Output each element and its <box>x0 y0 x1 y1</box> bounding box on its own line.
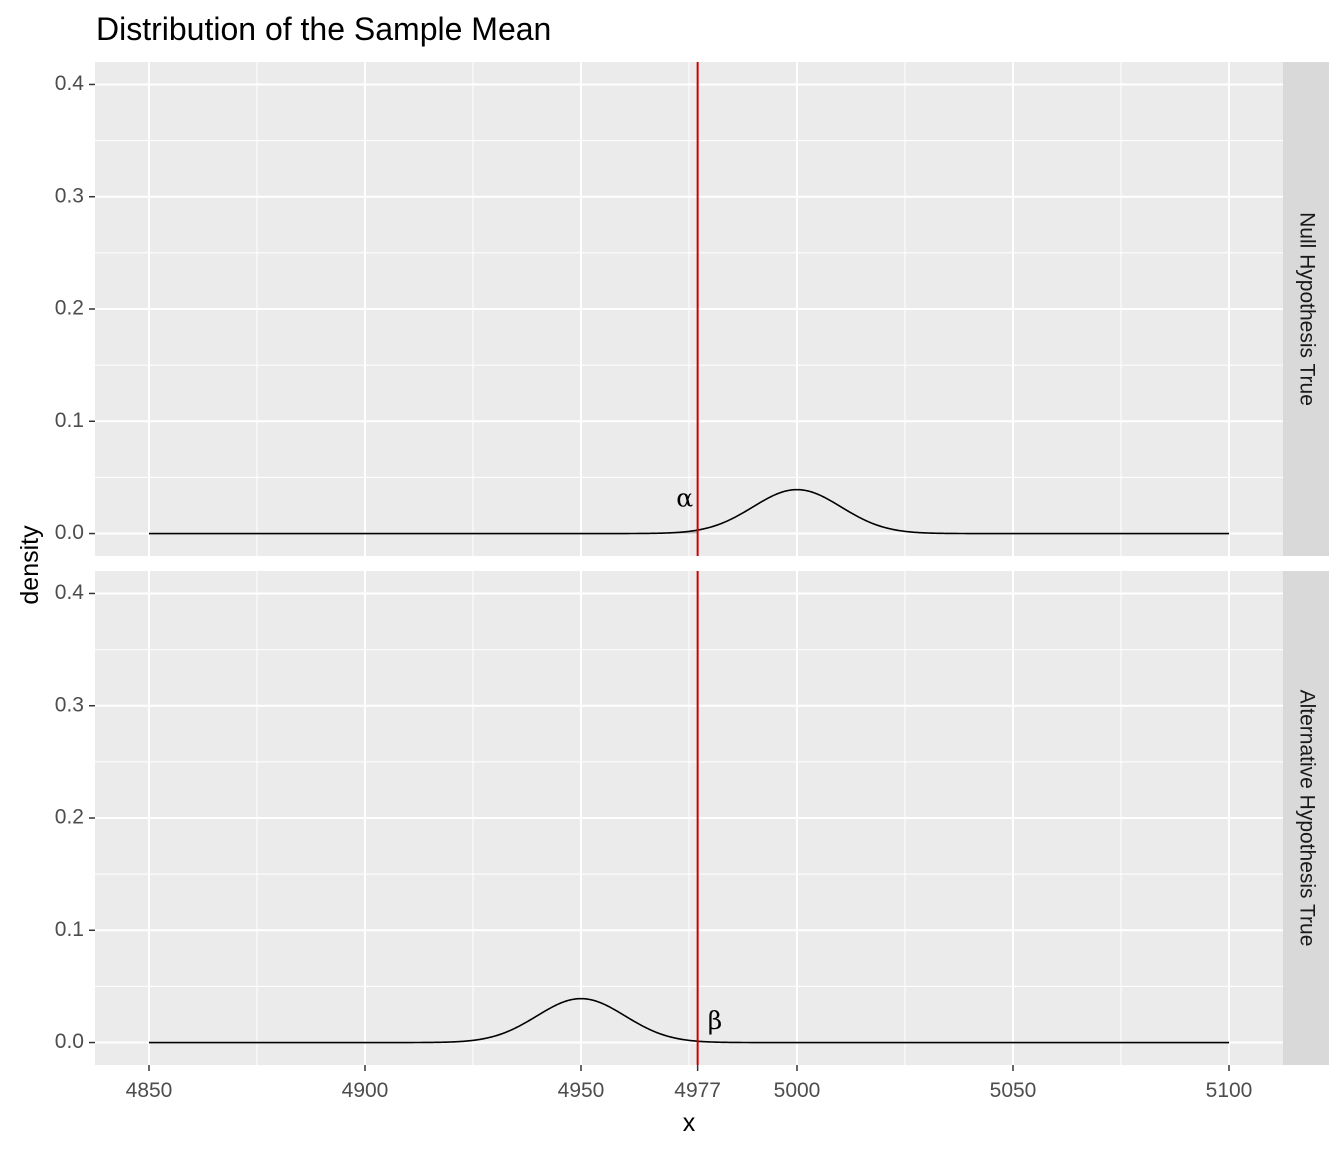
y-tick-label: 0.1 <box>55 409 84 432</box>
x-tick-label: 5050 <box>990 1079 1037 1102</box>
x-axis: 4850 4900 4950 4977 5000 5050 5100 <box>126 1065 1253 1102</box>
y-tick-label: 0.2 <box>55 297 84 320</box>
x-tick-label: 4977 <box>674 1079 721 1102</box>
facet-strip-label: Alternative Hypothesis True <box>1295 690 1318 947</box>
x-tick-label: 5100 <box>1206 1079 1253 1102</box>
panels-layer: α 0.0 0.1 0.2 0.3 0.4 Null Hypothesis True β 0.0… <box>55 62 1329 1065</box>
y-tick-label: 0.4 <box>55 581 85 604</box>
chart-title: Distribution of the Sample Mean <box>96 11 551 47</box>
x-axis-title: x <box>683 1109 696 1137</box>
density-curve <box>149 488 1229 535</box>
x-tick-label: 4900 <box>342 1079 389 1102</box>
y-tick-label: 0.2 <box>55 806 84 829</box>
x-tick-label: 5000 <box>774 1079 821 1102</box>
x-tick-label: 4850 <box>126 1079 173 1102</box>
facet-panel-2: β 0.0 0.1 0.2 0.3 0.4 Alternative Hypothesis T… <box>55 571 1329 1065</box>
facet-panel-1: α 0.0 0.1 0.2 0.3 0.4 Null Hypothesis True <box>55 62 1329 556</box>
x-tick-label: 4950 <box>558 1079 605 1102</box>
facet-strip <box>1283 571 1329 1065</box>
y-tick-label: 0.0 <box>55 1030 84 1053</box>
facet-strip-label: Null Hypothesis True <box>1295 212 1318 406</box>
y-axis-title: density <box>16 525 44 605</box>
alpha-label: α <box>676 483 693 512</box>
y-tick-label: 0.3 <box>55 184 84 207</box>
facet-strip <box>1283 62 1329 556</box>
y-tick-label: 0.1 <box>55 918 84 941</box>
density-curve <box>149 997 1229 1044</box>
y-tick-label: 0.4 <box>55 72 85 95</box>
y-tick-label: 0.3 <box>55 693 84 716</box>
y-tick-label: 0.0 <box>55 521 84 544</box>
beta-label: β <box>708 1006 722 1035</box>
